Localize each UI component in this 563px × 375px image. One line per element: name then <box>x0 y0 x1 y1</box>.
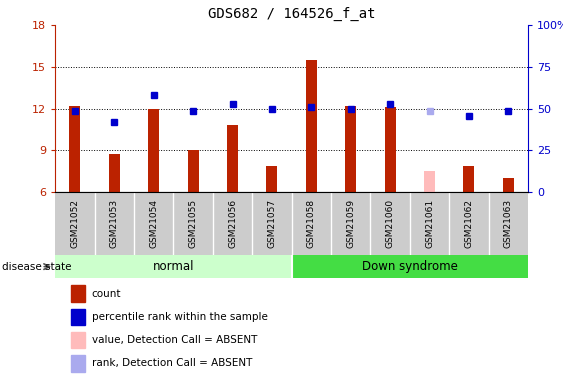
Text: count: count <box>92 289 121 298</box>
Bar <box>463 166 475 192</box>
Bar <box>331 192 370 255</box>
Text: GSM21053: GSM21053 <box>110 199 119 248</box>
Bar <box>306 60 317 192</box>
Bar <box>252 192 292 255</box>
Bar <box>345 106 356 192</box>
Text: GSM21062: GSM21062 <box>464 199 473 248</box>
Bar <box>95 192 134 255</box>
Bar <box>410 192 449 255</box>
Title: GDS682 / 164526_f_at: GDS682 / 164526_f_at <box>208 7 376 21</box>
Text: rank, Detection Call = ABSENT: rank, Detection Call = ABSENT <box>92 358 252 368</box>
Bar <box>489 192 528 255</box>
Bar <box>292 255 528 278</box>
Text: value, Detection Call = ABSENT: value, Detection Call = ABSENT <box>92 335 257 345</box>
Bar <box>227 125 238 192</box>
Text: percentile rank within the sample: percentile rank within the sample <box>92 312 267 322</box>
Text: GSM21057: GSM21057 <box>267 199 276 248</box>
Bar <box>424 171 435 192</box>
Bar <box>71 309 85 325</box>
Text: GSM21056: GSM21056 <box>228 199 237 248</box>
Text: GSM21052: GSM21052 <box>70 199 79 248</box>
Bar <box>370 192 410 255</box>
Text: Down syndrome: Down syndrome <box>362 260 458 273</box>
Bar <box>173 192 213 255</box>
Bar <box>134 192 173 255</box>
Bar <box>449 192 489 255</box>
Text: GSM21058: GSM21058 <box>307 199 316 248</box>
Bar <box>55 255 292 278</box>
Bar <box>69 106 81 192</box>
Bar <box>71 332 85 348</box>
Bar <box>55 192 95 255</box>
Bar <box>385 107 396 192</box>
Bar <box>266 166 278 192</box>
Bar <box>213 192 252 255</box>
Text: GSM21061: GSM21061 <box>425 199 434 248</box>
Bar <box>71 285 85 302</box>
Bar <box>148 109 159 192</box>
Bar <box>71 355 85 372</box>
Text: GSM21055: GSM21055 <box>189 199 198 248</box>
Text: GSM21063: GSM21063 <box>504 199 513 248</box>
Text: disease state: disease state <box>2 262 71 272</box>
Text: GSM21059: GSM21059 <box>346 199 355 248</box>
Bar <box>292 192 331 255</box>
Text: normal: normal <box>153 260 194 273</box>
Bar <box>109 154 120 192</box>
Bar <box>187 150 199 192</box>
Text: GSM21060: GSM21060 <box>386 199 395 248</box>
Text: GSM21054: GSM21054 <box>149 199 158 248</box>
Bar <box>503 178 514 192</box>
